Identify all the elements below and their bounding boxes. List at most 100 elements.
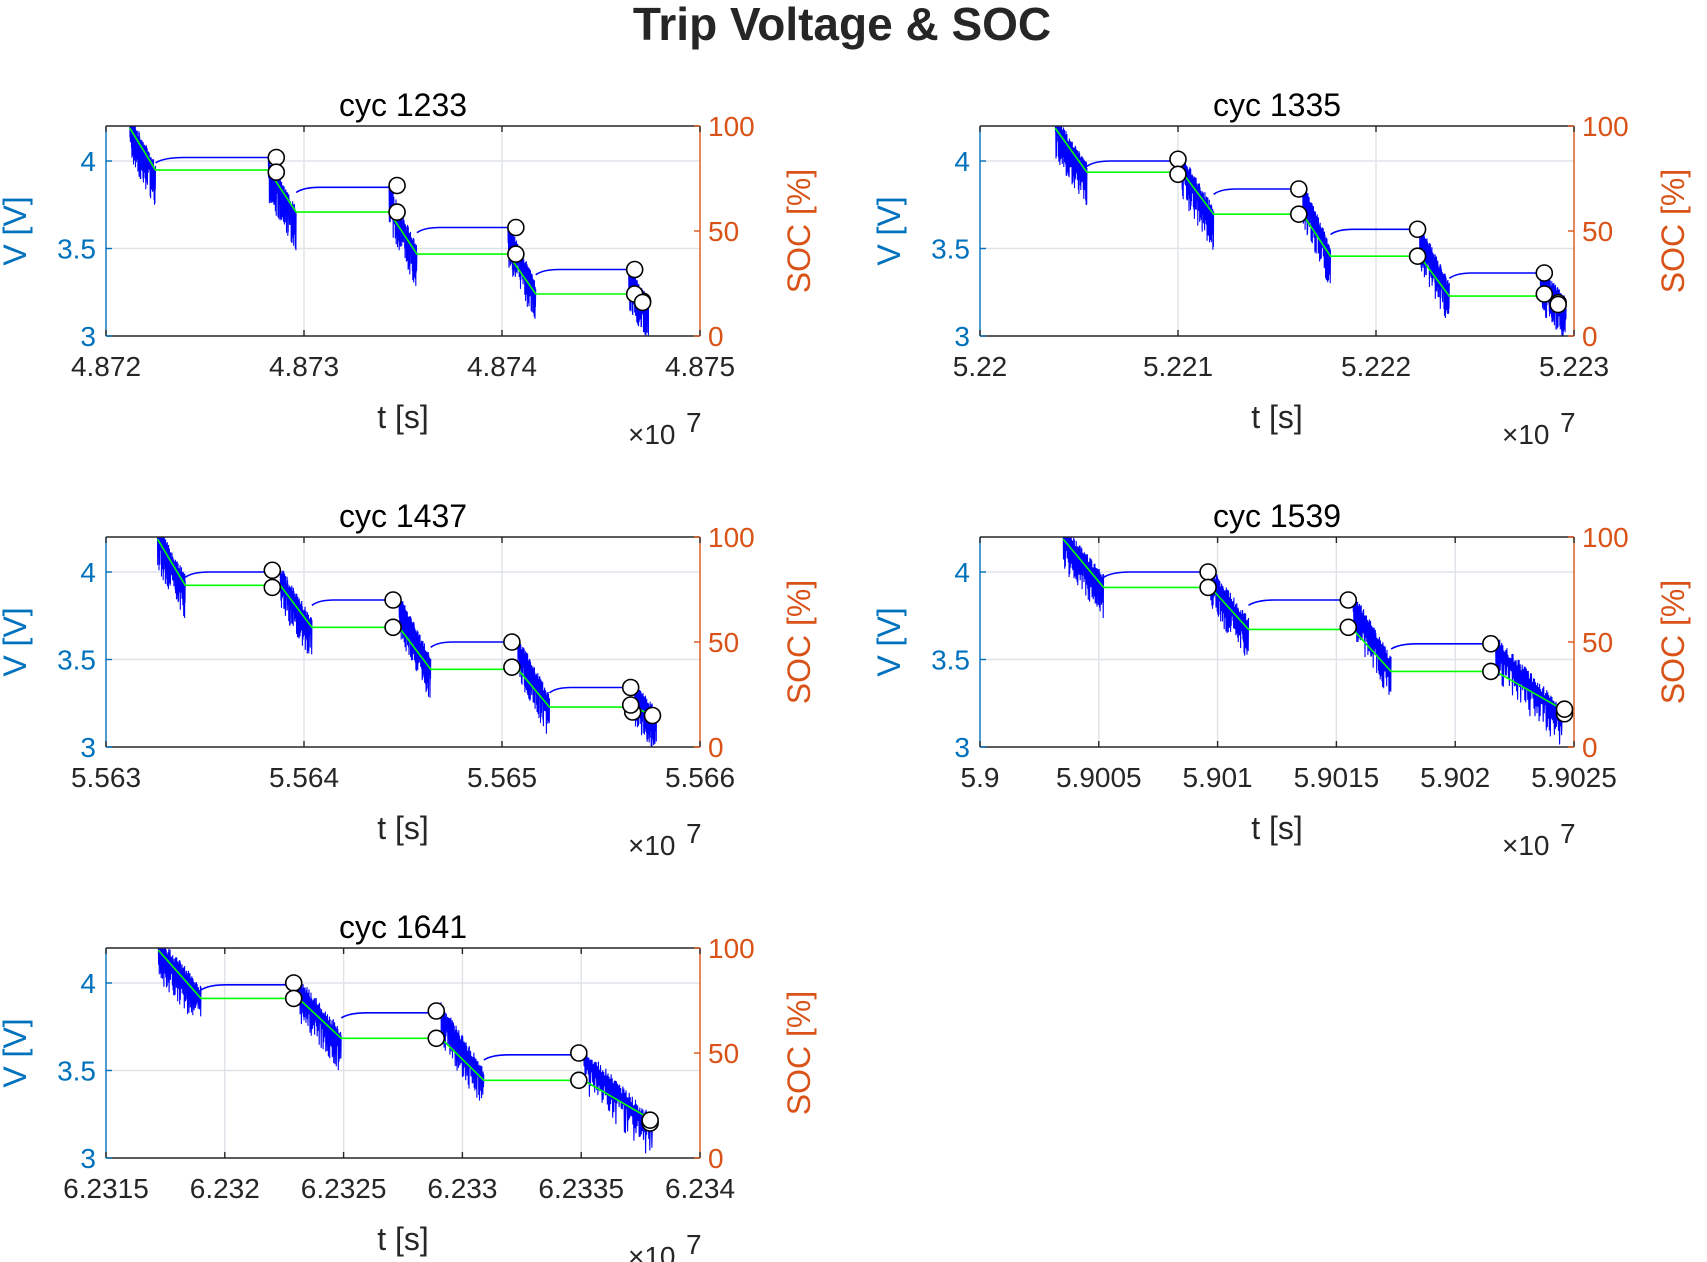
plot-area [157,948,654,1154]
x-tick-label: 6.2335 [538,1173,624,1204]
y-left-tick-label: 3.5 [931,645,970,676]
plot-area [1062,537,1563,745]
figure-title: Trip Voltage & SOC [633,0,1051,50]
x-axis-label: t [s] [377,399,429,435]
voltage-discharge-trace [517,638,551,734]
voltage-discharge-trace [1352,594,1392,695]
y-right-axis-label: SOC [%] [1655,580,1691,704]
x-exponent-base: ×10 [628,830,676,861]
voltage-discharge-trace [1062,537,1105,619]
y-right-tick-label: 0 [708,1143,724,1174]
x-tick-label: 5.565 [467,762,537,793]
trip-marker-voltage [1289,180,1308,198]
subplot-title: cyc 1233 [339,87,467,123]
trip-marker-soc [1482,662,1500,681]
voltage-discharge-trace [1419,223,1450,319]
y-right-tick-label: 100 [708,933,755,964]
voltage-rest-trace [483,1054,584,1061]
y-right-tick-label: 100 [1582,522,1629,553]
voltage-discharge-trace [507,225,537,319]
x-tick-label: 6.2325 [301,1173,387,1204]
soc-line [1054,127,1567,306]
voltage-discharge-trace [1495,639,1563,745]
voltage-rest-trace [1330,228,1420,236]
trip-marker-soc [388,203,406,221]
trip-marker-soc [621,696,640,714]
trip-marker-soc [1289,205,1308,223]
x-exponent-power: 7 [686,818,702,849]
y-left-tick-label: 3 [954,321,970,352]
trip-marker-soc [1549,295,1567,314]
voltage-rest-trace [1086,160,1182,167]
voltage-discharge-trace [297,976,342,1071]
voltage-discharge-trace [279,569,313,655]
plot-area [156,537,657,747]
trip-marker-soc [641,1111,659,1129]
y-left-axis-label: V [V] [0,196,33,265]
trip-marker-soc [1169,165,1187,184]
y-left-axis-label: V [V] [0,1018,33,1087]
soc-line [1062,538,1563,710]
voltage-rest-trace [295,186,390,194]
voltage-rest-trace [1448,272,1541,279]
y-right-tick-label: 100 [708,522,755,553]
voltage-discharge-trace [1181,154,1215,250]
voltage-rest-trace [430,641,518,648]
subplot-title: cyc 1335 [1213,87,1341,123]
trip-marker-voltage [570,1044,588,1062]
trip-marker-voltage [507,218,525,237]
trip-marker-soc [263,578,282,597]
voltage-rest-trace [1103,571,1211,578]
y-right-tick-label: 0 [708,321,724,352]
trip-marker-soc [427,1029,446,1048]
x-tick-label: 5.9025 [1531,762,1617,793]
voltage-rest-trace [200,984,299,991]
trip-marker-soc [267,163,286,181]
x-tick-label: 5.22 [953,351,1008,382]
trip-marker-voltage [1199,563,1217,581]
subplot-5: 6.2315 6.232 6.2325 6.233 6.2335 6.234 3 3.5 4 0 5… [0,909,817,1262]
trip-marker-soc [503,658,521,677]
trip-marker-voltage [263,561,282,580]
x-exponent-power: 7 [686,407,702,438]
trip-marker-soc [1535,285,1554,303]
trip-marker-voltage [1482,634,1500,653]
y-left-axis-label: V [V] [0,607,33,676]
voltage-discharge-trace [157,948,202,1017]
x-axis-label: t [s] [377,810,429,846]
subplot-3: 5.563 5.564 5.565 5.566 3 3.5 4 0 50 100 cyc 1437 t… [0,498,817,861]
x-axis-label: t [s] [1251,810,1303,846]
x-tick-label: 5.222 [1341,351,1411,382]
subplot-4: 5.9 5.9005 5.901 5.9015 5.902 5.9025 3 3.5 4 0 50 1… [871,498,1691,861]
x-tick-label: 5.221 [1143,351,1213,382]
x-tick-label: 5.901 [1183,762,1253,793]
x-exponent-base: ×10 [1502,419,1550,450]
x-tick-label: 4.873 [269,351,339,382]
trip-marker-voltage [388,176,406,195]
trip-marker-soc [1199,578,1217,597]
y-right-tick-label: 50 [1582,216,1613,247]
voltage-rest-trace [340,1012,441,1019]
voltage-discharge-trace [129,126,157,205]
trip-marker-voltage [1169,150,1187,169]
y-left-tick-label: 3 [954,732,970,763]
y-left-tick-label: 4 [80,146,96,177]
y-left-tick-label: 4 [954,557,970,588]
y-right-axis-label: SOC [%] [781,991,817,1115]
y-right-tick-label: 50 [708,1038,739,1069]
y-left-tick-label: 3.5 [57,645,96,676]
subplot-title: cyc 1641 [339,909,467,945]
x-exponent-power: 7 [1560,407,1576,438]
x-exponent-power: 7 [1560,818,1576,849]
voltage-rest-trace [416,226,508,234]
soc-line [129,127,649,306]
x-tick-label: 5.902 [1420,762,1490,793]
trip-marker-soc [633,293,652,312]
voltage-rest-trace [535,268,629,276]
trip-marker-voltage [1535,264,1554,282]
x-tick-label: 5.564 [269,762,339,793]
trip-marker-soc [570,1071,588,1090]
y-right-tick-label: 0 [708,732,724,763]
subplot-1: 4.872 4.873 4.874 4.875 3 3.5 4 0 50 100 cyc 1233 t… [0,87,817,450]
y-left-tick-label: 4 [80,557,96,588]
